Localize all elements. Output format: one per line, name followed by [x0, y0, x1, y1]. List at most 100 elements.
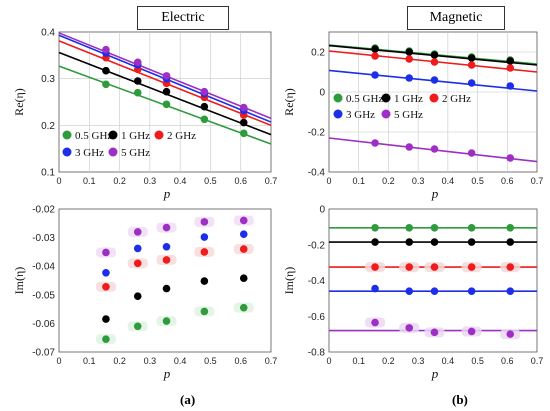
- magnetic-re-xtick-label: 0.3: [412, 176, 425, 186]
- electric-im-point-2GHz: [133, 259, 142, 268]
- magnetic-re-legend-label: 3 GHz: [346, 109, 375, 121]
- magnetic-re-xtick-label: 0.4: [442, 176, 455, 186]
- magnetic-im-xtick-label: 0.2: [382, 356, 395, 366]
- magnetic-im-point-05GHz: [506, 223, 515, 232]
- magnetic-re-ytick-label: 0: [319, 88, 325, 99]
- magnetic-im-ytick-label: -0.8: [308, 348, 326, 359]
- magnetic-im-point-3GHz: [371, 284, 379, 293]
- electric-im-xtick-label: 0.4: [174, 356, 187, 366]
- electric-im-point-2GHz: [200, 248, 209, 256]
- electric-re-legend-label: 0.5 GHz: [75, 130, 112, 142]
- magnetic-im-point-05GHz: [430, 223, 439, 232]
- magnetic-im-point-2GHz: [371, 263, 379, 271]
- panel-label-b: (b): [452, 392, 468, 407]
- magnetic-re-legend-label: 1 GHz: [394, 93, 423, 105]
- magnetic-im-point-2GHz: [430, 263, 439, 271]
- electric-re-xtick-label: 0.3: [144, 176, 157, 186]
- magnetic-re-xtick-label: 0.6: [501, 176, 514, 186]
- electric-re-xtick-label: 0.1: [83, 176, 96, 186]
- electric-re-legend-marker: [108, 130, 118, 140]
- magnetic-re-point-5GHz: [430, 145, 439, 153]
- electric-re-xtick-label: 0: [56, 176, 61, 186]
- electric-re-legend-marker: [154, 130, 164, 140]
- magnetic-im-point-05GHz: [405, 223, 414, 232]
- electric-im-point-05GHz: [239, 303, 248, 312]
- magnetic-im-ytick-label: -0.4: [308, 276, 326, 287]
- electric-im-point-1GHz: [133, 292, 142, 301]
- magnetic-im-ylabel: Im(η): [282, 267, 296, 295]
- magnetic-re-point-1GHz: [506, 57, 515, 65]
- magnetic-im-point-1GHz: [405, 238, 414, 246]
- magnetic-re-point-5GHz: [371, 139, 379, 147]
- magnetic-re-legend-marker: [333, 109, 343, 119]
- magnetic-re-ytick-label: -0.4: [308, 168, 326, 179]
- magnetic-re-xtick-label: 0: [326, 176, 331, 186]
- electric-im-point-3GHz: [239, 230, 248, 238]
- magnetic-re-xtick-label: 0.2: [382, 176, 395, 186]
- magnetic-re-point-2GHz: [430, 58, 439, 66]
- magnetic-im-point-5GHz: [430, 328, 439, 337]
- electric-im-xlabel: p: [163, 366, 171, 381]
- magnetic-re-point-5GHz: [405, 143, 414, 151]
- electric-im-ytick-label: -0.02: [32, 205, 55, 216]
- magnetic-im-point-1GHz: [430, 238, 439, 246]
- electric-re-ytick-label: 0.3: [41, 74, 55, 85]
- magnetic-im-point-1GHz: [467, 238, 476, 246]
- magnetic-re-legend-label: 5 GHz: [394, 109, 423, 121]
- magnetic-re-point-1GHz: [430, 51, 439, 59]
- electric-im-point-2GHz: [162, 256, 171, 264]
- magnetic-re-ytick-label: 0.2: [311, 48, 325, 59]
- electric-re-point-05GHz: [239, 129, 248, 138]
- magnetic-im-ytick-label: -0.6: [308, 312, 326, 323]
- magnetic-re-point-2GHz: [371, 52, 379, 60]
- magnetic-re-point-3GHz: [371, 71, 379, 79]
- electric-im-point-3GHz: [102, 268, 110, 277]
- magnetic-im-point-05GHz: [467, 223, 476, 232]
- electric-im-ylabel: Im(η): [12, 267, 26, 295]
- magnetic-im-xtick-label: 0.5: [471, 356, 484, 366]
- magnetic-re-point-5GHz: [506, 154, 515, 162]
- electric-im-point-1GHz: [162, 284, 171, 293]
- electric-re-point-05GHz: [162, 100, 171, 109]
- electric-re-legend-label: 2 GHz: [167, 130, 196, 142]
- magnetic-im-xtick-label: 0: [326, 356, 331, 366]
- magnetic-re-point-2GHz: [467, 61, 476, 69]
- magnetic-im-xtick-label: 0.4: [442, 356, 455, 366]
- electric-title: Electric: [137, 6, 229, 30]
- electric-re-legend-label: 3 GHz: [75, 147, 104, 159]
- electric-re-ytick-label: 0.2: [41, 121, 55, 132]
- electric-re-legend-label: 1 GHz: [121, 130, 150, 142]
- electric-re-point-1GHz: [200, 102, 209, 111]
- electric-im-point-5GHz: [162, 223, 171, 232]
- electric-im-point-3GHz: [200, 233, 209, 241]
- electric-re-xlabel: p: [163, 186, 171, 201]
- electric-im-xtick-label: 0.3: [144, 356, 157, 366]
- magnetic-re-legend-label: 2 GHz: [442, 93, 471, 105]
- electric-im-point-05GHz: [162, 317, 171, 325]
- electric-re-point-5GHz: [200, 87, 209, 96]
- electric-im-xtick-label: 0.2: [113, 356, 126, 366]
- magnetic-im-xtick-label: 0.3: [412, 356, 425, 366]
- electric-im-point-5GHz: [239, 216, 248, 225]
- magnetic-re-legend-label: 0.5 GHz: [346, 93, 383, 105]
- electric-im-point-1GHz: [200, 277, 209, 285]
- electric-re-point-1GHz: [133, 77, 142, 85]
- electric-re-legend-label: 5 GHz: [121, 147, 150, 159]
- magnetic-re-point-5GHz: [467, 149, 476, 157]
- magnetic-im-point-5GHz: [405, 324, 414, 332]
- magnetic-re-xtick-label: 0.5: [471, 176, 484, 186]
- magnetic-im-xlabel: p: [431, 366, 439, 381]
- electric-re-point-05GHz: [133, 88, 142, 97]
- magnetic-im-xtick-label: 0.6: [501, 356, 514, 366]
- electric-re-legend-marker: [108, 147, 118, 157]
- magnetic-re-xlabel: p: [431, 186, 439, 201]
- electric-re-point-05GHz: [102, 80, 110, 89]
- electric-im-xtick-label: 0.1: [83, 356, 96, 366]
- electric-im-point-5GHz: [133, 228, 142, 236]
- electric-im-ytick-label: -0.07: [32, 348, 55, 359]
- magnetic-im-point-2GHz: [506, 263, 515, 271]
- magnetic-im-point-3GHz: [430, 287, 439, 296]
- electric-im-plot-area: [58, 208, 272, 353]
- electric-re-point-05GHz: [200, 115, 209, 124]
- magnetic-re-ylabel: Re(η): [282, 88, 296, 116]
